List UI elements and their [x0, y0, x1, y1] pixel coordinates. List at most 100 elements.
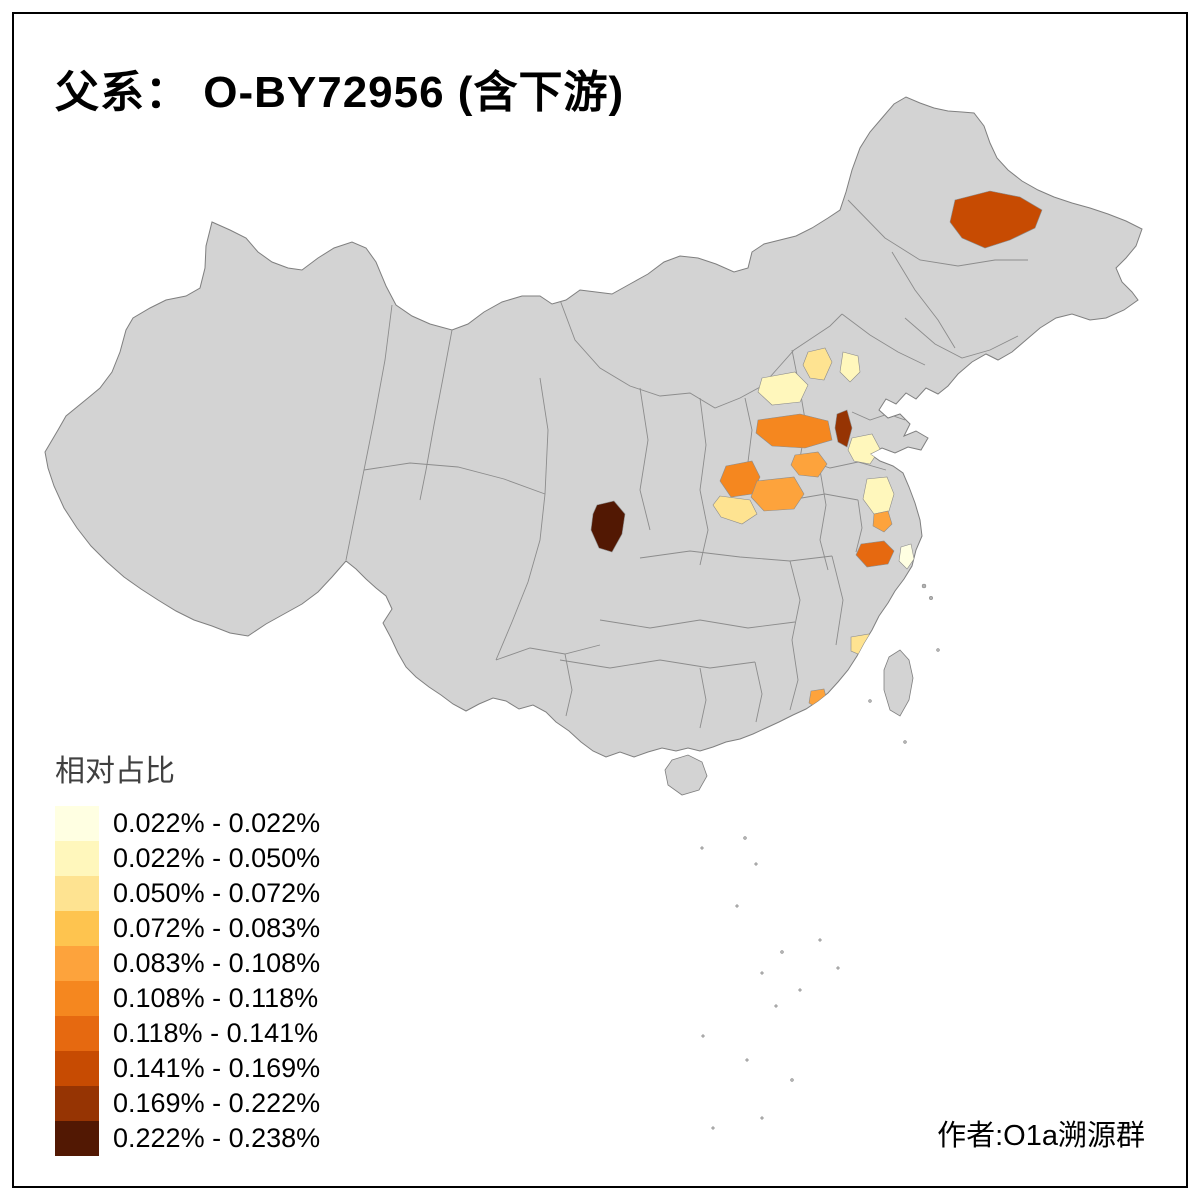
province-border-line [847, 199, 1028, 267]
small-island [711, 1126, 715, 1130]
province-border-line [891, 251, 956, 349]
region-hebei-west [757, 371, 809, 406]
taiwan-island [883, 649, 914, 717]
legend-swatch-color [55, 806, 99, 841]
region-heilongjiang [949, 190, 1043, 249]
small-island [760, 1116, 764, 1120]
region-guangdong-east [808, 688, 828, 710]
page-title: 父系： O-BY72956 (含下游) [55, 68, 625, 117]
province-border-line [599, 619, 796, 629]
legend-row: 0.169% - 0.222% [55, 1086, 320, 1121]
region-hebei-northeast [839, 351, 861, 383]
region-hebei-south-sliver [834, 409, 853, 448]
region-henan-southwest [712, 495, 758, 525]
hainan-island [664, 754, 708, 796]
province-border-line [699, 397, 709, 566]
province-borders [345, 190, 1043, 729]
legend-title: 相对占比 [55, 755, 175, 788]
legend-label: 0.022% - 0.050% [113, 843, 321, 873]
legend-swatch [55, 911, 99, 946]
small-island [903, 740, 907, 744]
legend-swatch-color [55, 841, 99, 876]
legend-row: 0.108% - 0.118% [55, 981, 320, 1016]
small-island [701, 1034, 705, 1038]
province-border-line [904, 317, 1019, 359]
region-shanghai-suzhou [855, 540, 895, 568]
legend-label: 0.141% - 0.169% [113, 1053, 321, 1083]
region-sichuan-center [590, 500, 626, 553]
region-jiangsu-south [872, 510, 893, 533]
small-island [868, 699, 872, 703]
province-border-line [639, 550, 833, 562]
small-island [743, 836, 747, 840]
small-island [921, 583, 927, 589]
province-border-line [564, 653, 573, 717]
province-border-line [819, 469, 829, 571]
province-border-line [841, 313, 926, 366]
region-henan-north [790, 451, 828, 478]
province-border-line [363, 462, 546, 495]
legend-swatch [55, 946, 99, 981]
legend-swatch-color [55, 1016, 99, 1051]
legend-swatch-color [55, 981, 99, 1016]
small-island [818, 938, 822, 942]
legend-swatch-color [55, 1086, 99, 1121]
legend-swatch [55, 1051, 99, 1086]
province-border-line [495, 644, 601, 661]
legend-label: 0.169% - 0.222% [113, 1088, 321, 1118]
province-border-line [831, 555, 844, 646]
small-island [745, 1058, 749, 1062]
legend-swatch-color [55, 1121, 99, 1156]
legend-row: 0.118% - 0.141% [55, 1016, 320, 1051]
province-border-line [419, 329, 453, 501]
legend-label: 0.050% - 0.072% [113, 878, 321, 908]
attribution: 作者:O1a溯源群 [937, 1120, 1145, 1152]
legend-swatch-color [55, 1051, 99, 1086]
legend-label: 0.108% - 0.118% [113, 983, 319, 1013]
province-border-line [639, 387, 651, 531]
small-island [754, 862, 758, 866]
small-island [936, 648, 940, 652]
small-island [836, 966, 840, 970]
legend-swatch [55, 1086, 99, 1121]
region-jiangsu-central [862, 476, 895, 515]
small-island [780, 950, 784, 954]
province-border-line [855, 499, 863, 553]
legend-swatch-color [55, 946, 99, 981]
legend-row: 0.022% - 0.050% [55, 841, 320, 876]
small-islands [700, 583, 940, 1130]
small-island [700, 846, 704, 850]
region-shanxi-band [755, 413, 833, 449]
province-border-line [495, 493, 546, 661]
legend-swatch-color [55, 911, 99, 946]
legend-swatch [55, 1016, 99, 1051]
legend-label: 0.072% - 0.083% [113, 913, 321, 943]
province-border-line [699, 667, 707, 729]
legend-row: 0.050% - 0.072% [55, 876, 320, 911]
region-shandong-west [847, 433, 881, 465]
legend-row: 0.141% - 0.169% [55, 1051, 320, 1086]
small-island [760, 971, 764, 975]
legend-label: 0.022% - 0.022% [113, 808, 321, 838]
province-border-line [559, 659, 756, 669]
region-henan-central [750, 476, 805, 512]
legend-label: 0.118% - 0.141% [113, 1018, 319, 1048]
small-island [928, 595, 934, 601]
legend-label: 0.083% - 0.108% [113, 948, 321, 978]
small-island [735, 904, 739, 908]
legend-row: 0.083% - 0.108% [55, 946, 320, 981]
legend-row: 0.022% - 0.022% [55, 806, 320, 841]
small-island [774, 1004, 778, 1008]
legend-swatch [55, 1121, 99, 1156]
small-island [790, 1078, 794, 1082]
legend-swatch [55, 841, 99, 876]
legend-row: 0.222% - 0.238% [55, 1121, 320, 1156]
legend-swatch [55, 876, 99, 911]
province-border-line [851, 411, 906, 421]
legend-swatch [55, 806, 99, 841]
province-border-line [754, 661, 763, 723]
small-island [798, 988, 802, 992]
region-jiangsu-coast [898, 543, 915, 570]
legend-swatch-color [55, 876, 99, 911]
